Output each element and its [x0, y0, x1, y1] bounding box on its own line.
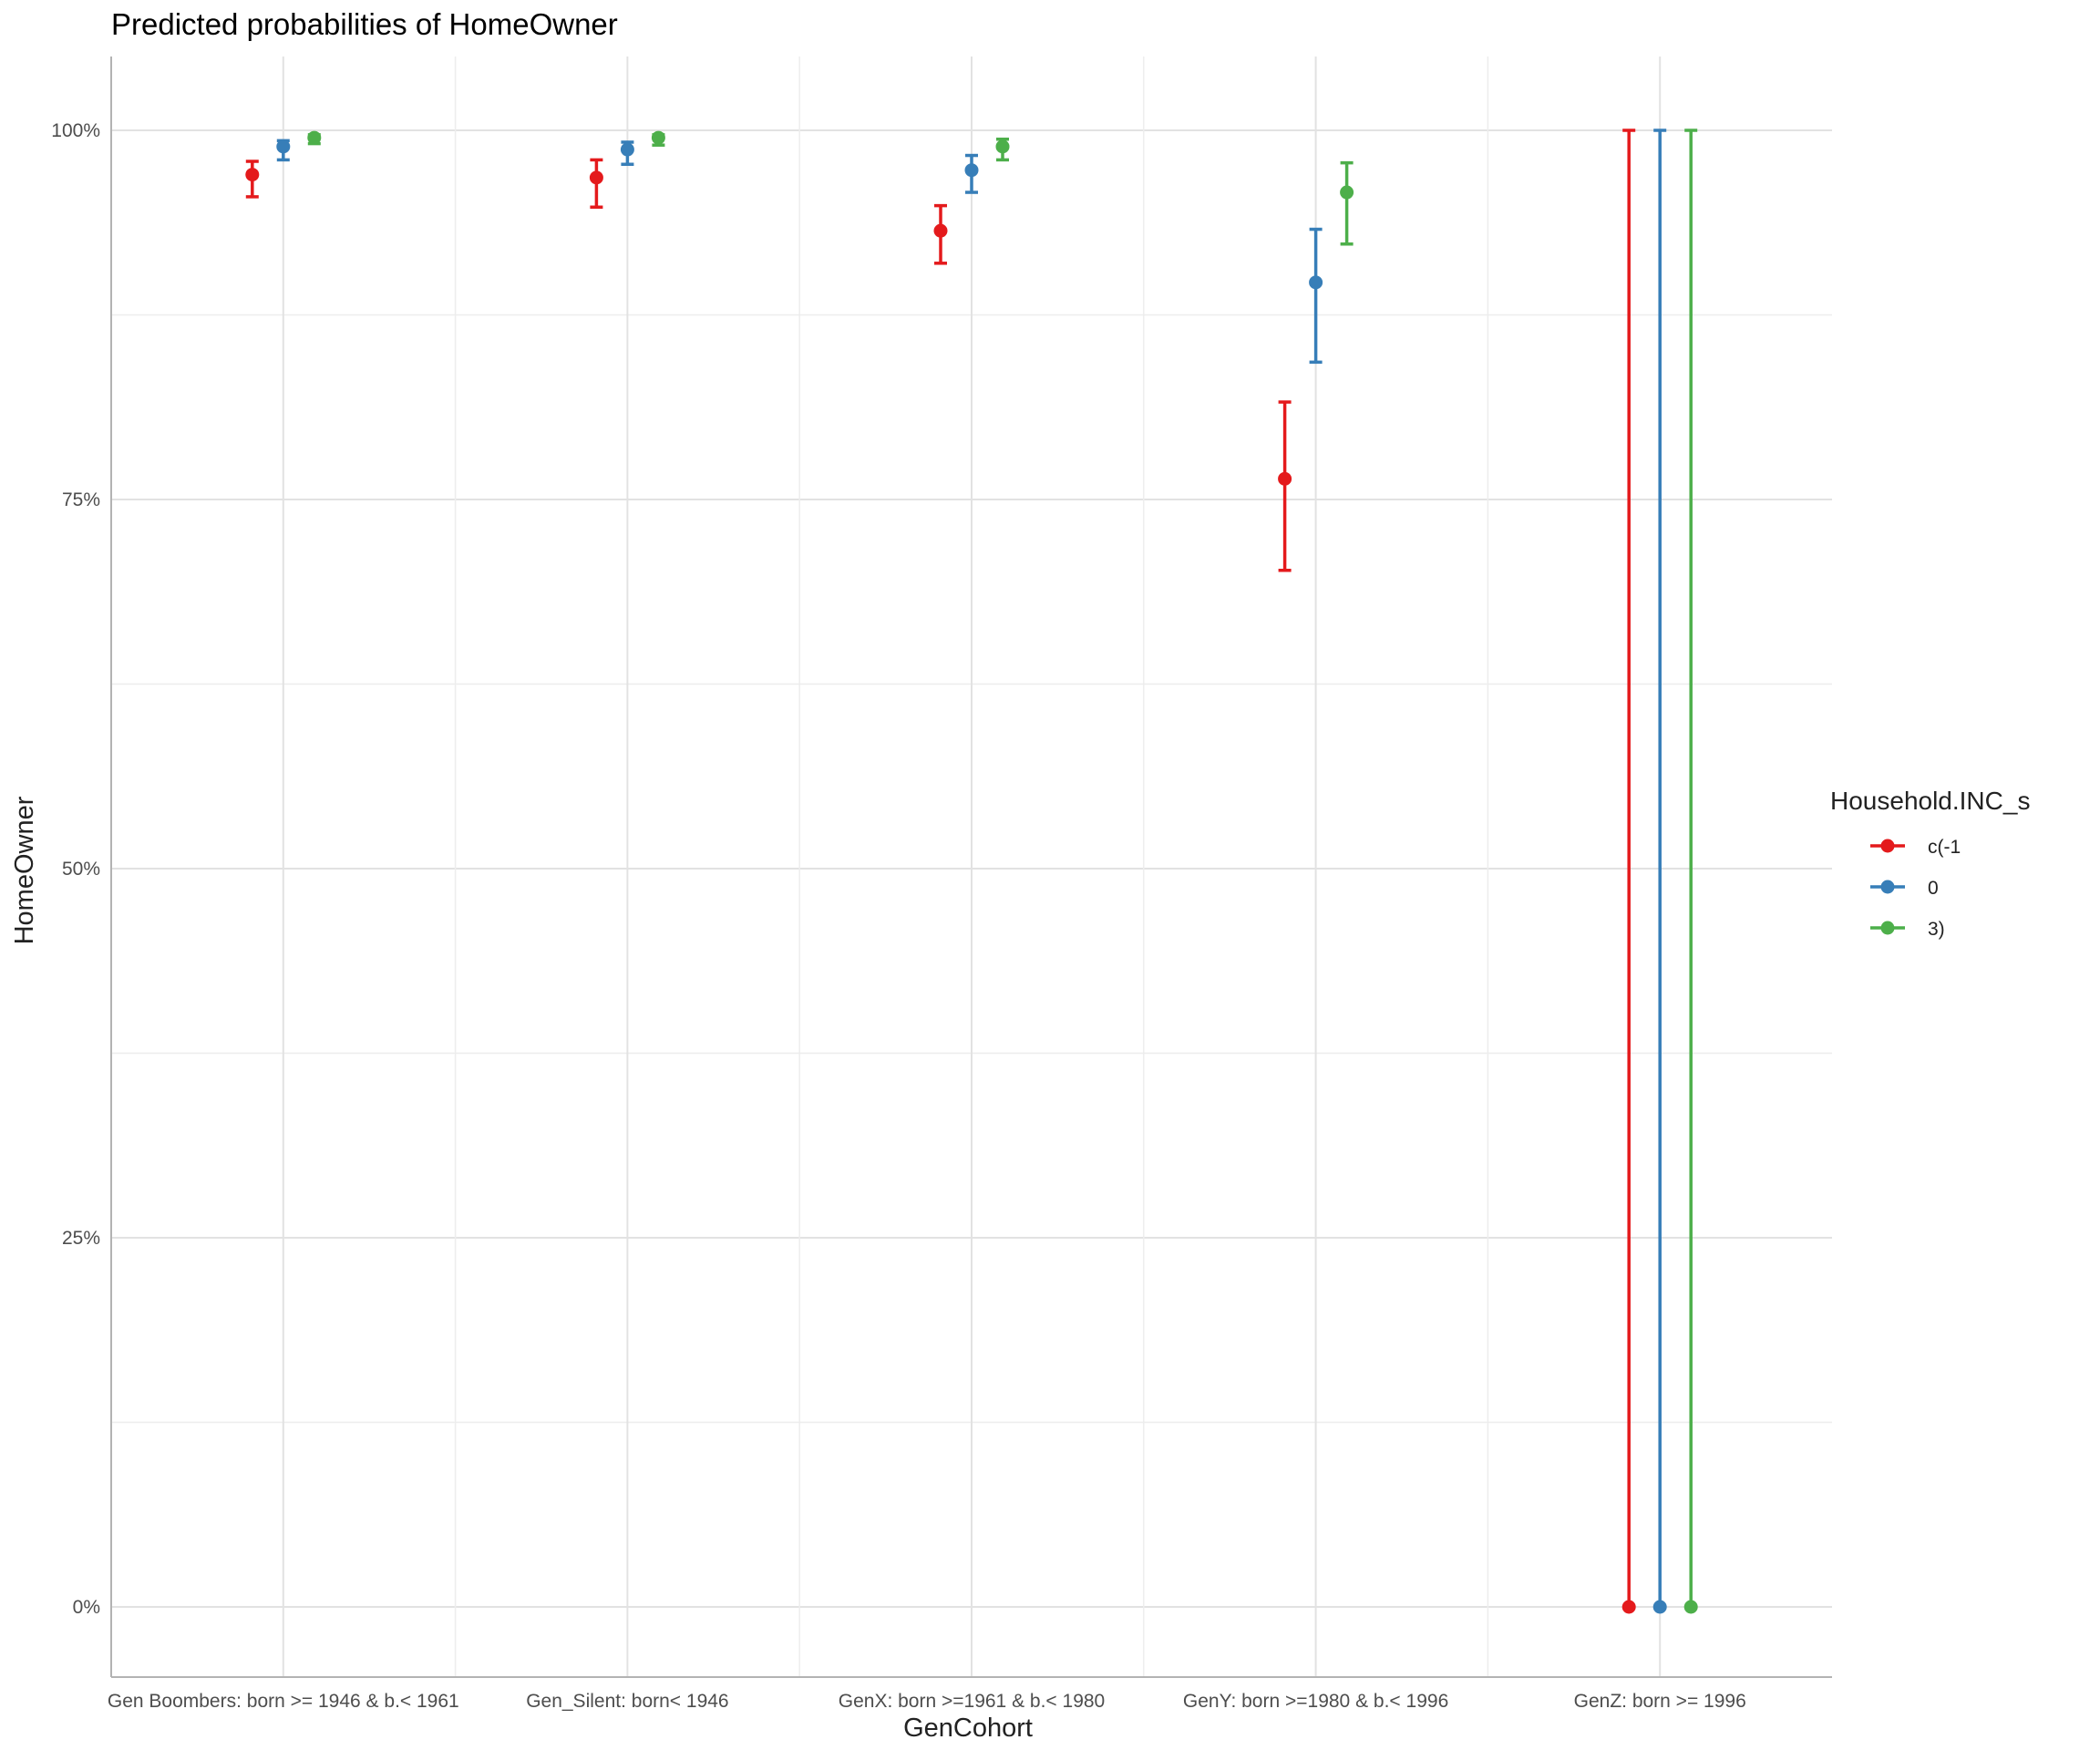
- y-axis-title: HomeOwner: [10, 796, 39, 944]
- data-point: [1652, 1600, 1667, 1614]
- data-point: [1683, 1600, 1698, 1614]
- chart-title: Predicted probabilities of HomeOwner: [111, 7, 618, 41]
- y-tick-label: 25%: [62, 1228, 100, 1249]
- series-0: [245, 129, 1636, 1614]
- y-tick-label: 0%: [73, 1597, 100, 1618]
- x-axis-title: GenCohort: [903, 1714, 1033, 1743]
- axes: [110, 57, 1832, 1678]
- y-tick-label: 50%: [62, 859, 100, 880]
- series-1: [276, 129, 1667, 1614]
- legend: Household.INC_s c(-1 0 3): [1830, 787, 2030, 940]
- y-tick-label: 75%: [62, 489, 100, 510]
- legend-label: 3): [1928, 919, 1945, 940]
- x-tick-label: GenX: born >=1961 & b.< 1980: [839, 1691, 1105, 1712]
- data-point: [995, 139, 1010, 154]
- grid: [111, 57, 1832, 1677]
- legend-key-point: [1880, 880, 1895, 894]
- legend-key-point: [1880, 921, 1895, 935]
- data-point: [964, 163, 979, 178]
- data-point: [1340, 185, 1354, 200]
- legend-label: 0: [1928, 878, 1939, 899]
- legend-key-point: [1880, 839, 1895, 853]
- data-point: [245, 168, 260, 182]
- data-point: [1621, 1600, 1636, 1614]
- x-tick-label: GenY: born >=1980 & b.< 1996: [1183, 1691, 1448, 1712]
- data-point: [307, 130, 322, 145]
- data-point: [276, 139, 291, 154]
- x-tick-label: GenZ: born >= 1996: [1574, 1691, 1746, 1712]
- x-tick-label: Gen_Silent: born< 1946: [526, 1691, 728, 1712]
- legend-title: Household.INC_s: [1830, 787, 2030, 815]
- series-2: [307, 129, 1698, 1614]
- data-point: [1278, 471, 1292, 486]
- x-tick-labels: Gen Boombers: born >= 1946 & b.< 1961 Gen…: [108, 1691, 1746, 1712]
- data-point: [589, 170, 603, 185]
- legend-label: c(-1: [1928, 837, 1961, 858]
- data-point: [933, 223, 948, 238]
- x-tick-label: Gen Boombers: born >= 1946 & b.< 1961: [108, 1691, 459, 1712]
- y-tick-labels: 0% 25% 50% 75% 100%: [51, 120, 100, 1618]
- data-point: [1309, 275, 1323, 290]
- data-marks: [245, 129, 1698, 1614]
- data-point: [651, 130, 665, 145]
- y-tick-label: 100%: [51, 120, 100, 141]
- data-point: [620, 142, 634, 157]
